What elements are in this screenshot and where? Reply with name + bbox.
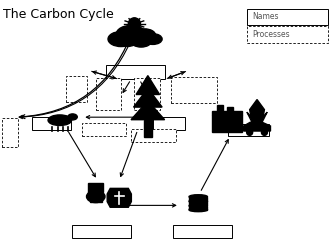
Polygon shape <box>107 188 131 207</box>
Bar <box>227 107 233 115</box>
FancyBboxPatch shape <box>96 78 121 110</box>
Polygon shape <box>247 100 267 125</box>
FancyBboxPatch shape <box>106 65 165 79</box>
Text: The Carbon Cycle: The Carbon Cycle <box>3 8 114 21</box>
Bar <box>189 197 208 201</box>
Ellipse shape <box>108 32 134 47</box>
Polygon shape <box>136 76 160 94</box>
Polygon shape <box>133 88 162 107</box>
Ellipse shape <box>189 195 207 199</box>
FancyBboxPatch shape <box>153 117 185 130</box>
Bar <box>88 183 103 192</box>
Bar <box>144 120 152 137</box>
Ellipse shape <box>143 34 162 44</box>
FancyBboxPatch shape <box>131 129 176 142</box>
Bar <box>90 199 102 202</box>
Ellipse shape <box>131 35 152 47</box>
Ellipse shape <box>48 115 72 125</box>
Bar <box>189 201 208 205</box>
FancyBboxPatch shape <box>228 124 269 136</box>
Ellipse shape <box>86 191 105 203</box>
Polygon shape <box>244 122 270 131</box>
FancyBboxPatch shape <box>72 225 131 238</box>
Ellipse shape <box>133 29 156 42</box>
Ellipse shape <box>68 114 77 120</box>
Polygon shape <box>131 101 165 120</box>
FancyBboxPatch shape <box>171 77 217 103</box>
Bar <box>189 206 208 210</box>
Ellipse shape <box>128 18 140 30</box>
Ellipse shape <box>189 199 207 203</box>
FancyBboxPatch shape <box>32 117 71 130</box>
Text: Processes: Processes <box>252 30 290 39</box>
Bar <box>217 105 223 115</box>
FancyBboxPatch shape <box>247 9 328 25</box>
Text: Names: Names <box>252 12 279 21</box>
Bar <box>212 115 242 132</box>
FancyBboxPatch shape <box>2 118 18 147</box>
FancyBboxPatch shape <box>66 76 87 102</box>
FancyBboxPatch shape <box>134 78 160 110</box>
Ellipse shape <box>118 36 137 46</box>
FancyBboxPatch shape <box>173 225 232 238</box>
Ellipse shape <box>189 208 207 212</box>
Ellipse shape <box>261 129 267 135</box>
Ellipse shape <box>247 129 253 135</box>
Ellipse shape <box>189 204 207 208</box>
FancyBboxPatch shape <box>247 26 328 43</box>
Ellipse shape <box>116 25 146 43</box>
FancyBboxPatch shape <box>82 123 126 136</box>
Bar <box>212 111 242 115</box>
